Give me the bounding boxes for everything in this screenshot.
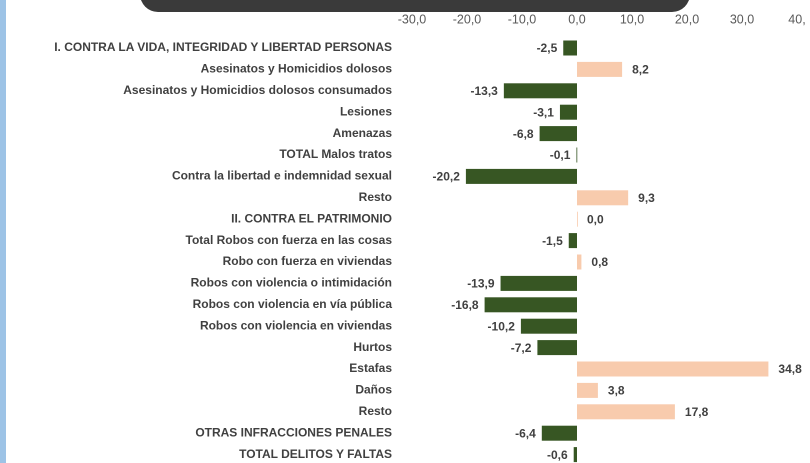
category-label: Robo con fuerza en viviendas [223, 254, 393, 268]
value-label: 8,2 [632, 63, 649, 77]
value-label: -2,5 [537, 41, 558, 55]
category-label: Resto [359, 190, 392, 204]
value-label: -16,8 [451, 298, 479, 312]
x-tick-label: 30,0 [730, 12, 754, 26]
value-label: -6,8 [513, 127, 534, 141]
value-label: 9,3 [638, 191, 655, 205]
value-label: 17,8 [685, 405, 709, 419]
bar [537, 340, 577, 356]
x-tick-label: -20,0 [453, 12, 482, 26]
x-tick-label: 20,0 [675, 12, 699, 26]
bar [577, 211, 578, 227]
bar [484, 297, 577, 313]
frame-edge [0, 0, 6, 463]
x-tick-label: -10,0 [508, 12, 537, 26]
value-label: 0,8 [591, 255, 608, 269]
bar [559, 104, 577, 120]
x-tick-label: 0,0 [568, 12, 585, 26]
category-label: Estafas [349, 361, 392, 375]
category-label: TOTAL DELITOS Y FALTAS [239, 447, 392, 461]
bar [539, 126, 577, 142]
value-label: -6,4 [515, 426, 536, 440]
category-label: Robos con violencia en vía pública [193, 297, 393, 311]
value-label: -20,2 [433, 170, 461, 184]
value-label: 3,8 [608, 384, 625, 398]
bar [520, 318, 577, 334]
category-label: Robos con violencia o intimidación [191, 276, 392, 290]
category-label: Robos con violencia en viviendas [200, 318, 392, 332]
value-label: -10,2 [488, 319, 516, 333]
bar [577, 404, 675, 420]
x-tick-label: 10,0 [620, 12, 644, 26]
bar [577, 361, 769, 377]
category-label: Amenazas [333, 126, 393, 140]
category-label: Hurtos [353, 340, 392, 354]
value-label: -3,1 [533, 105, 554, 119]
value-label: -13,3 [470, 84, 498, 98]
value-label: -0,1 [550, 148, 571, 162]
bar [541, 425, 577, 441]
bar [577, 61, 623, 77]
bar [577, 190, 629, 206]
category-label: I. CONTRA LA VIDA, INTEGRIDAD Y LIBERTAD… [54, 40, 392, 54]
category-label: Daños [355, 383, 392, 397]
bar [563, 40, 577, 56]
category-label: OTRAS INFRACCIONES PENALES [195, 425, 392, 439]
value-label: -0,6 [547, 448, 568, 462]
category-label: Asesinatos y Homicidios dolosos consumad… [123, 83, 392, 97]
bar [500, 275, 577, 291]
bar [465, 168, 577, 184]
x-tick-label: -30,0 [398, 12, 427, 26]
bar [577, 254, 582, 270]
category-label: Resto [359, 404, 392, 418]
value-label: 34,8 [778, 362, 802, 376]
category-label: Total Robos con fuerza en las cosas [186, 233, 393, 247]
bar [503, 83, 577, 99]
bar [568, 233, 577, 249]
bar [573, 447, 577, 463]
value-label: -7,2 [511, 341, 532, 355]
category-label: TOTAL Malos tratos [279, 147, 392, 161]
category-label: Lesiones [340, 104, 392, 118]
header-shape [141, 0, 689, 12]
category-label: Contra la libertad e indemnidad sexual [172, 169, 392, 183]
x-tick-label: 40, [788, 12, 805, 26]
bar [576, 147, 578, 163]
bar [577, 382, 598, 398]
value-label: 0,0 [587, 212, 604, 226]
category-label: II. CONTRA EL PATRIMONIO [231, 211, 392, 225]
value-label: -1,5 [542, 234, 563, 248]
value-label: -13,9 [467, 277, 495, 291]
category-label: Asesinatos y Homicidios dolosos [201, 62, 393, 76]
